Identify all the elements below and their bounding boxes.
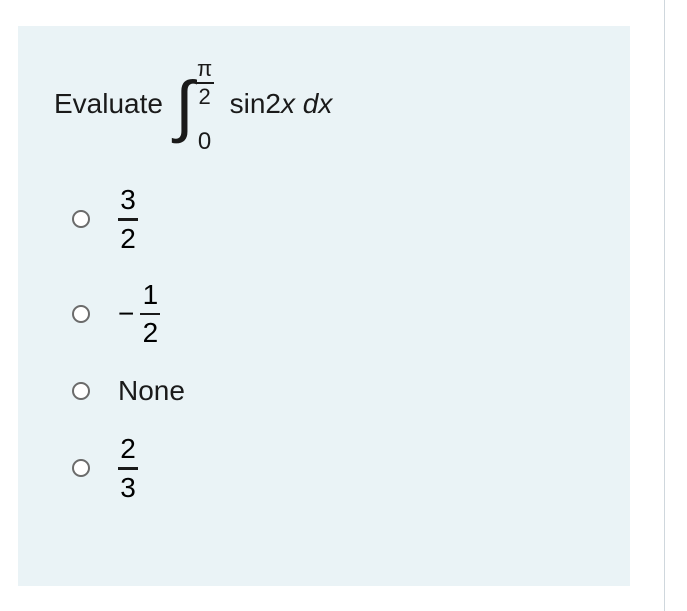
option-1-fraction: 3 2 bbox=[118, 186, 138, 253]
question-card: Evaluate ∫ π 2 0 sin2x dx 3 2 bbox=[18, 26, 630, 586]
integrand-dx: dx bbox=[295, 88, 332, 119]
lower-bound: 0 bbox=[198, 130, 211, 154]
integral-bounds: π 2 0 bbox=[196, 64, 214, 144]
option-2-den: 2 bbox=[143, 319, 159, 347]
option-4[interactable]: 2 3 bbox=[72, 435, 594, 502]
option-1-den: 2 bbox=[120, 225, 136, 253]
question-prompt: Evaluate ∫ π 2 0 sin2x dx bbox=[54, 64, 594, 144]
upper-bound: π 2 bbox=[196, 58, 214, 108]
integral-sign: ∫ bbox=[175, 72, 194, 140]
integral-expression: ∫ π 2 0 bbox=[175, 64, 214, 144]
option-2-value: − 1 2 bbox=[118, 281, 160, 348]
option-4-num: 2 bbox=[120, 435, 136, 463]
upper-bound-den: 2 bbox=[198, 86, 210, 108]
option-3-label: None bbox=[118, 375, 185, 407]
evaluate-label: Evaluate bbox=[54, 88, 163, 120]
integrand-func: sin2 bbox=[230, 88, 281, 119]
option-1[interactable]: 3 2 bbox=[72, 186, 594, 253]
upper-bound-num: π bbox=[197, 58, 212, 80]
options-list: 3 2 − 1 2 None 2 bbox=[54, 186, 594, 502]
page-divider bbox=[664, 0, 665, 611]
fraction-line bbox=[118, 467, 138, 470]
option-3[interactable]: None bbox=[72, 375, 594, 407]
option-2-num: 1 bbox=[143, 281, 159, 309]
option-2[interactable]: − 1 2 bbox=[72, 281, 594, 348]
integrand-var: x bbox=[281, 88, 295, 119]
option-4-den: 3 bbox=[120, 474, 136, 502]
integrand: sin2x dx bbox=[230, 88, 333, 120]
radio-icon[interactable] bbox=[72, 210, 90, 228]
fraction-line bbox=[140, 313, 160, 316]
fraction-line bbox=[118, 218, 138, 221]
option-4-fraction: 2 3 bbox=[118, 435, 138, 502]
option-2-fraction: 1 2 bbox=[140, 281, 160, 348]
radio-icon[interactable] bbox=[72, 382, 90, 400]
option-1-num: 3 bbox=[120, 186, 136, 214]
radio-icon[interactable] bbox=[72, 305, 90, 323]
minus-sign: − bbox=[118, 298, 134, 330]
radio-icon[interactable] bbox=[72, 459, 90, 477]
